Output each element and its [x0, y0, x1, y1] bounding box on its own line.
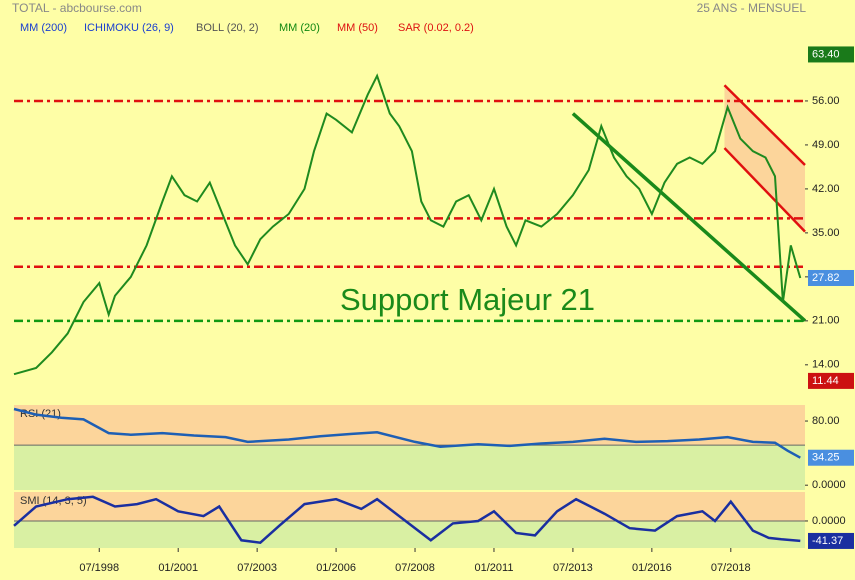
value-badge [808, 532, 854, 549]
x-tick-label: 01/2001 [158, 562, 198, 574]
channel-line [723, 84, 806, 166]
period: 25 ANS - MENSUEL [697, 1, 807, 15]
indicator-legend: MM (50) [337, 22, 378, 34]
value-badge-label: -41.37 [812, 535, 843, 547]
panel-title: SMI (14, 3, 5) [20, 495, 87, 507]
upper-zone [14, 405, 805, 446]
x-tick-label: 01/2016 [632, 562, 672, 574]
series-line [13, 73, 802, 376]
value-badge [808, 269, 854, 286]
x-tick-label: 01/2006 [316, 562, 356, 574]
indicator-legend: MM (200) [20, 22, 67, 34]
annotation: Support Majeur 21 [340, 282, 595, 317]
value-badge-label: 11.44 [812, 375, 839, 387]
y-tick-label: 35.00 [812, 227, 840, 239]
value-badge-label: 27.82 [812, 272, 840, 284]
value-badge [808, 449, 854, 466]
source: TOTAL - abcbourse.com [12, 1, 142, 15]
series-line [13, 407, 801, 459]
indicator-legend: MM (20) [279, 22, 320, 34]
value-badge [808, 46, 854, 63]
trend-line [571, 112, 807, 323]
y-tick-label: 0.0000 [812, 515, 846, 527]
channel-fill [724, 85, 805, 232]
indicator-legend: BOLL (20, 2) [196, 22, 259, 34]
y-tick-label: 80.00 [812, 415, 840, 427]
value-badge-label: 34.25 [812, 452, 840, 464]
x-tick-label: 07/2018 [711, 562, 751, 574]
y-tick-label: 21.00 [812, 315, 840, 327]
x-tick-label: 07/2008 [395, 562, 435, 574]
y-tick-label: 42.00 [812, 183, 840, 195]
y-tick-label: 0.0000 [812, 479, 846, 491]
channel-line [723, 147, 806, 233]
indicator-legend: ICHIMOKU (26, 9) [84, 22, 174, 34]
series-line [13, 495, 801, 545]
value-badge [808, 372, 854, 389]
x-tick-label: 07/2013 [553, 562, 593, 574]
value-badge-label: 63.40 [812, 48, 840, 60]
y-tick-label: 56.00 [812, 95, 840, 107]
x-tick-label: 01/2011 [474, 562, 513, 574]
y-tick-label: 49.00 [812, 139, 840, 151]
upper-zone [14, 492, 805, 521]
x-tick-label: 07/1998 [79, 562, 119, 574]
lower-zone [14, 445, 805, 490]
indicator-legend: SAR (0.02, 0.2) [398, 22, 474, 34]
x-tick-label: 07/2003 [237, 562, 277, 574]
y-tick-label: 14.00 [812, 359, 840, 371]
